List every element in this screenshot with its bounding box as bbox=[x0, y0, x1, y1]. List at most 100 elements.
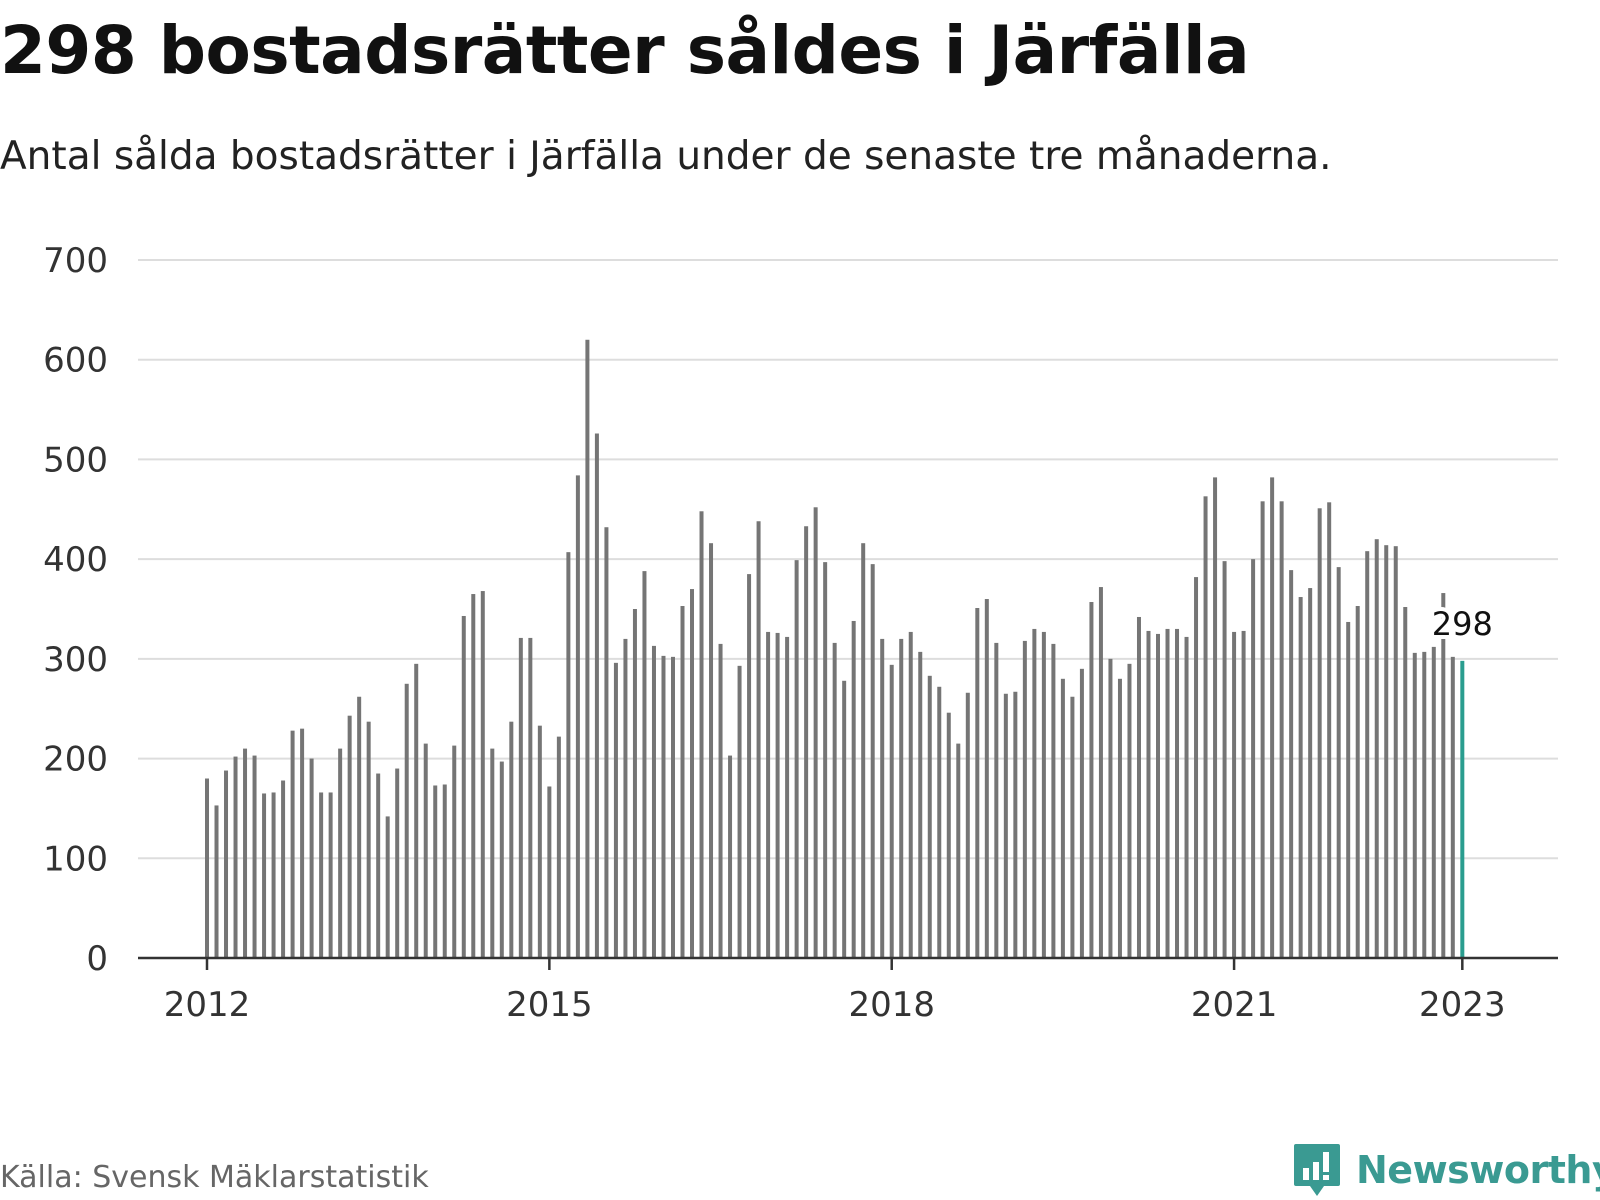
y-tick-label: 400 bbox=[43, 540, 108, 580]
bar bbox=[556, 736, 561, 958]
bar bbox=[670, 656, 675, 958]
bar bbox=[594, 433, 599, 958]
bar bbox=[404, 683, 409, 958]
bar bbox=[1127, 663, 1132, 958]
bar bbox=[224, 770, 229, 958]
bar bbox=[366, 721, 371, 958]
y-tick-label: 0 bbox=[86, 939, 108, 979]
bar bbox=[690, 589, 695, 958]
bar bbox=[471, 594, 476, 958]
bar bbox=[243, 748, 248, 958]
bar bbox=[1346, 621, 1351, 958]
bar bbox=[1041, 631, 1046, 958]
bar bbox=[509, 721, 514, 958]
bar bbox=[585, 339, 590, 958]
bar bbox=[528, 637, 533, 958]
bar bbox=[889, 664, 894, 958]
x-tick-label: 2023 bbox=[1419, 985, 1506, 1025]
bar bbox=[214, 805, 219, 958]
bar bbox=[347, 715, 352, 958]
bar bbox=[423, 743, 428, 958]
x-tick-label: 2012 bbox=[164, 985, 251, 1025]
bar bbox=[499, 761, 504, 958]
bar bbox=[1260, 501, 1265, 958]
bar bbox=[1241, 630, 1246, 958]
highlight-value-label: 298 bbox=[1432, 605, 1493, 643]
bar bbox=[1270, 477, 1275, 958]
bar bbox=[547, 786, 552, 958]
bar bbox=[1279, 501, 1284, 958]
bar bbox=[1422, 651, 1427, 958]
newsworthy-logo-icon bbox=[1294, 1144, 1340, 1196]
bar bbox=[1098, 587, 1103, 958]
bar bbox=[1298, 597, 1303, 958]
bar bbox=[1374, 539, 1379, 958]
bar bbox=[613, 662, 618, 958]
bar bbox=[1022, 640, 1027, 958]
bar bbox=[1203, 496, 1208, 958]
bar bbox=[566, 552, 571, 958]
x-tick-label: 2015 bbox=[506, 985, 593, 1025]
bar bbox=[1289, 570, 1294, 958]
y-tick-label: 300 bbox=[43, 640, 108, 680]
bar-highlight bbox=[1460, 660, 1465, 958]
bar bbox=[1051, 643, 1056, 958]
bar bbox=[300, 728, 305, 958]
bar bbox=[452, 745, 457, 958]
bar bbox=[271, 792, 276, 958]
bar bbox=[604, 527, 609, 958]
bar bbox=[1317, 508, 1322, 958]
bar bbox=[918, 651, 923, 958]
bar bbox=[281, 780, 286, 958]
bar bbox=[262, 793, 267, 958]
bar bbox=[537, 725, 542, 958]
bar bbox=[718, 643, 723, 958]
bar bbox=[575, 475, 580, 958]
x-axis-ticks bbox=[205, 958, 1464, 970]
bar bbox=[385, 816, 390, 958]
bar bbox=[1213, 477, 1218, 958]
bar bbox=[1060, 678, 1065, 958]
source-note: Källa: Svensk Mäklarstatistik bbox=[0, 1160, 429, 1195]
bar bbox=[376, 773, 381, 958]
bar bbox=[1117, 678, 1122, 958]
bar bbox=[1384, 545, 1389, 958]
bar bbox=[205, 778, 209, 958]
bar bbox=[1431, 646, 1436, 958]
bar bbox=[1441, 593, 1446, 958]
bar bbox=[956, 743, 961, 958]
bar bbox=[842, 680, 847, 958]
bar bbox=[442, 784, 447, 958]
bar bbox=[1222, 561, 1227, 958]
bar bbox=[1355, 606, 1360, 958]
bar bbox=[965, 692, 970, 958]
brand-logo: Newsworthy bbox=[1292, 1140, 1600, 1200]
x-axis-tick-labels: 2012 2015 2018 2021 2023 bbox=[164, 985, 1506, 1025]
bar bbox=[642, 571, 647, 958]
bar bbox=[813, 507, 818, 958]
bar bbox=[984, 599, 989, 958]
y-tick-label: 100 bbox=[43, 839, 108, 879]
chart-title: 298 bostadsrätter såldes i Järfälla bbox=[0, 12, 1250, 89]
bar bbox=[1175, 628, 1180, 958]
bar bbox=[1336, 567, 1341, 958]
bar bbox=[1403, 607, 1408, 958]
bar bbox=[861, 543, 866, 958]
bar bbox=[252, 755, 257, 958]
bar bbox=[832, 642, 837, 958]
bars bbox=[205, 339, 1465, 958]
bar bbox=[899, 638, 904, 958]
y-tick-label: 600 bbox=[43, 341, 108, 381]
bar bbox=[1450, 656, 1455, 958]
highlight-value-label-halo: 298 bbox=[1432, 605, 1493, 643]
bar bbox=[1032, 628, 1037, 958]
bar bbox=[1251, 559, 1256, 958]
bar bbox=[433, 785, 438, 958]
bar bbox=[1194, 577, 1199, 958]
bar bbox=[1412, 652, 1417, 958]
bar bbox=[490, 748, 495, 958]
bar bbox=[1108, 658, 1113, 958]
bar bbox=[937, 686, 942, 958]
